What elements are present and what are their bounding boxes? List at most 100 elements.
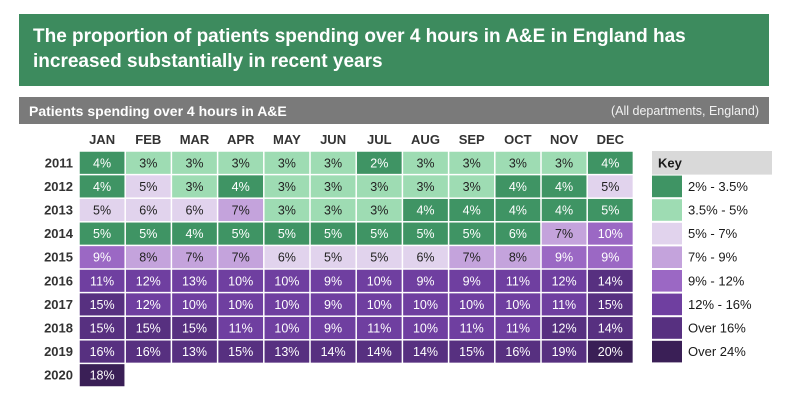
heatmap-cell xyxy=(264,151,310,174)
cell-value: 6% xyxy=(278,251,296,265)
cell-value: 15% xyxy=(598,298,623,312)
heatmap-cell xyxy=(587,340,633,363)
cell-value: 5% xyxy=(370,251,388,265)
heatmap-cell xyxy=(403,340,448,363)
cell-value: 9% xyxy=(324,322,342,336)
cell-value: 4% xyxy=(555,204,573,218)
legend-label: 3.5% - 5% xyxy=(688,203,748,218)
cell-value: 3% xyxy=(278,156,296,170)
cell-value: 10% xyxy=(182,298,207,312)
cell-value: 3% xyxy=(324,204,342,218)
month-label: APR xyxy=(227,132,255,147)
cell-value: 13% xyxy=(182,345,207,359)
heatmap-cell xyxy=(79,364,125,387)
heatmap-cell xyxy=(125,316,171,340)
cell-value: 4% xyxy=(185,227,203,241)
heatmap-cell xyxy=(403,269,448,292)
cell-value: 10% xyxy=(413,322,438,336)
heatmap-cell xyxy=(403,222,448,245)
heatmap-cell xyxy=(310,222,356,245)
heatmap-cell xyxy=(403,293,448,316)
heatmap-cell xyxy=(218,222,264,245)
cell-value: 15% xyxy=(459,345,484,359)
headline-banner: The proportion of patients spending over… xyxy=(19,14,769,86)
heatmap-cell xyxy=(125,246,171,269)
cell-value: 3% xyxy=(324,180,342,194)
heatmap-cell xyxy=(587,198,633,222)
cell-value: 3% xyxy=(555,156,573,170)
cell-value: 5% xyxy=(463,227,481,241)
heatmap-cell xyxy=(495,175,541,198)
heatmap-cell xyxy=(356,246,402,269)
heatmap-cell xyxy=(264,293,310,316)
heatmap-cell xyxy=(541,246,587,269)
heatmap-cell xyxy=(449,175,495,198)
cell-value: 5% xyxy=(416,227,434,241)
legend-swatch xyxy=(652,317,682,339)
cell-value: 8% xyxy=(139,251,157,265)
cell-value: 7% xyxy=(555,227,573,241)
cell-value: 5% xyxy=(324,251,342,265)
heatmap-cell xyxy=(264,246,310,269)
cell-value: 6% xyxy=(185,204,203,218)
legend-label: 9% - 12% xyxy=(688,273,745,288)
heatmap-cell xyxy=(495,198,541,222)
cell-value: 9% xyxy=(324,274,342,288)
cell-value: 4% xyxy=(416,204,434,218)
cell-value: 20% xyxy=(598,345,623,359)
cell-value: 3% xyxy=(278,204,296,218)
cell-value: 10% xyxy=(228,298,253,312)
heatmap-cell xyxy=(495,340,541,363)
heatmap-cell xyxy=(356,293,402,316)
cell-value: 9% xyxy=(463,274,481,288)
cell-value: 10% xyxy=(459,298,484,312)
heatmap-cell xyxy=(125,151,171,174)
cell-value: 7% xyxy=(232,251,250,265)
cell-value: 5% xyxy=(93,204,111,218)
cell-value: 3% xyxy=(509,156,527,170)
cell-value: 5% xyxy=(139,180,157,194)
heatmap-cell xyxy=(218,198,264,222)
heatmap-cell xyxy=(218,175,264,198)
month-label: DEC xyxy=(597,132,625,147)
heatmap-cell xyxy=(449,340,495,363)
chart-title: Patients spending over 4 hours in A&E xyxy=(29,102,287,119)
heatmap-cell xyxy=(125,269,171,292)
cell-value: 9% xyxy=(324,298,342,312)
cell-value: 10% xyxy=(228,274,253,288)
heatmap-cell xyxy=(79,222,125,245)
headline-title: The proportion of patients spending over… xyxy=(33,26,686,72)
cell-value: 3% xyxy=(370,180,388,194)
cell-value: 4% xyxy=(93,180,111,194)
month-label: OCT xyxy=(504,132,532,147)
cell-value: 5% xyxy=(139,227,157,241)
cell-value: 15% xyxy=(228,345,253,359)
cell-value: 4% xyxy=(93,156,111,170)
heatmap-cell xyxy=(218,151,264,174)
cell-value: 14% xyxy=(321,345,346,359)
cell-value: 12% xyxy=(136,298,161,312)
heatmap-cell xyxy=(541,151,587,174)
cell-value: 11% xyxy=(229,322,253,336)
chart-note: (All departments, England) xyxy=(611,103,759,118)
cell-value: 9% xyxy=(416,274,434,288)
heatmap-cell xyxy=(264,175,310,198)
heatmap-cell xyxy=(79,340,125,363)
legend-swatch xyxy=(652,199,682,221)
heatmap-cell xyxy=(172,151,217,174)
cell-value: 13% xyxy=(274,345,299,359)
cell-value: 13% xyxy=(182,274,207,288)
cell-value: 16% xyxy=(505,345,530,359)
month-label: SEP xyxy=(459,132,485,147)
cell-value: 7% xyxy=(232,204,250,218)
heatmap-cell xyxy=(587,151,633,174)
heatmap-cell xyxy=(495,222,541,245)
heatmap-cell xyxy=(264,198,310,222)
legend-label: Over 24% xyxy=(688,344,746,359)
cell-value: 7% xyxy=(463,251,481,265)
cell-value: 16% xyxy=(136,345,161,359)
cell-value: 3% xyxy=(185,180,203,194)
legend-swatch xyxy=(652,175,682,198)
heatmap-cell xyxy=(79,246,125,269)
heatmap-cell xyxy=(172,316,217,340)
